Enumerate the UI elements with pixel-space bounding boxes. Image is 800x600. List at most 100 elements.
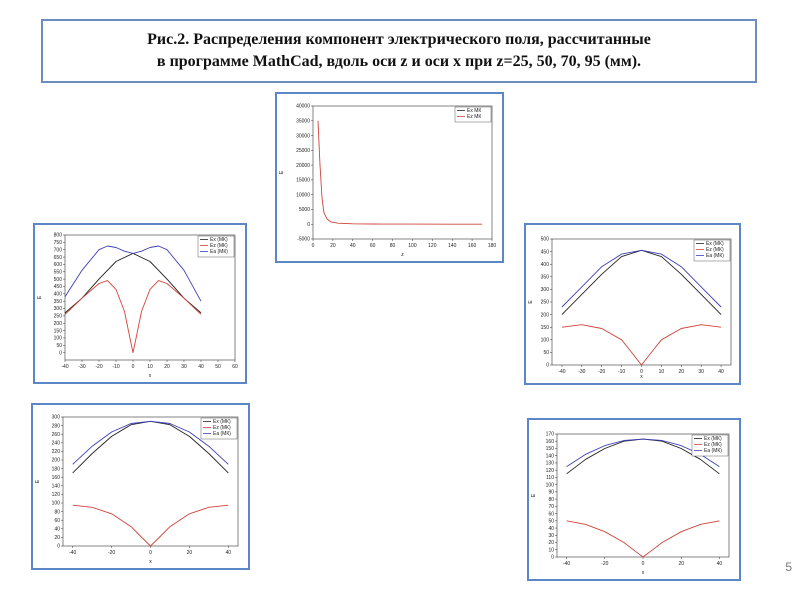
chart-x-z50: -40 -30 -20 -10 0 10 20 30 400501001502002503003… [528, 237, 732, 380]
series-line-red [566, 520, 720, 558]
legend-entry: Ez (МК) [210, 243, 228, 249]
y-tick-label: 20 [54, 535, 60, 541]
y-axis-label: E [531, 493, 537, 497]
x-tick-label: 0 [640, 369, 643, 375]
y-tick-label: 30 [548, 533, 554, 539]
y-tick-label: 800 [54, 233, 63, 239]
x-axis-label: x [149, 559, 152, 565]
y-axis-label: E [279, 170, 285, 174]
x-tick-label: -20 [601, 561, 608, 567]
chart-x-z95: -40 -20 0 20 4001020304050607080901001101201… [531, 432, 730, 576]
x-tick-label: 20 [678, 369, 684, 375]
x-tick-label: 120 [428, 243, 437, 249]
y-tick-label: 20000 [296, 163, 310, 169]
axes: 0 20 40 60 80 100 120 140 160 180-500005000100001… [279, 104, 496, 258]
x-tick-label: -30 [578, 369, 585, 375]
y-tick-label: 500 [541, 237, 550, 243]
y-tick-label: 180 [52, 466, 61, 472]
legend-entry: Ex (МК) [213, 419, 231, 425]
y-tick-label: 260 [52, 432, 61, 438]
y-tick-label: 0 [59, 350, 62, 356]
y-tick-label: 100 [541, 338, 550, 344]
x-tick-label: -20 [95, 364, 102, 370]
chart-x-z25: -40 -30 -20 -10 0 10 20 30 40 50 60050100150200250… [37, 233, 238, 379]
chart-panel-z-axis: 0 20 40 60 80 100 120 140 160 180 -5000 0 5000 10000 1… [275, 92, 504, 263]
x-tick-label: 0 [312, 243, 315, 249]
y-tick-label: 200 [54, 321, 63, 327]
y-tick-label: 350 [54, 299, 63, 305]
legend-entry: Ea (МК) [213, 431, 231, 437]
legend-entry: Ez МК [467, 114, 481, 120]
legend: Ex (МК)Ez (МК)Ea (МК) [693, 239, 731, 262]
y-tick-label: 220 [52, 449, 61, 455]
y-tick-label: 300 [54, 306, 63, 312]
y-tick-label: 90 [548, 490, 554, 496]
x-axis-label: x [642, 570, 645, 576]
y-tick-label: 240 [52, 441, 61, 447]
series-line-blue [72, 420, 229, 465]
x-tick-label: -40 [69, 550, 76, 556]
y-tick-label: 160 [52, 475, 61, 481]
y-tick-label: 300 [52, 415, 61, 421]
y-tick-label: 10000 [296, 192, 310, 198]
legend-entry: Ez (МК) [706, 247, 724, 253]
figure-caption-box: Рис.2. Распределения компонент электриче… [41, 19, 757, 83]
y-tick-label: 200 [52, 458, 61, 464]
y-tick-label: 200 [541, 312, 550, 318]
y-tick-label: 750 [54, 240, 63, 246]
y-tick-label: 0 [57, 544, 60, 550]
x-axis-label: z [401, 252, 404, 258]
x-tick-label: -40 [61, 364, 68, 370]
y-tick-label: 120 [52, 492, 61, 498]
y-tick-label: 350 [541, 275, 550, 281]
y-tick-label: 650 [54, 255, 63, 261]
series-line-red [561, 324, 722, 366]
x-tick-label: -40 [563, 561, 570, 567]
x-tick-label: 40 [225, 550, 231, 556]
x-tick-label: 60 [370, 243, 376, 249]
y-tick-label: 120 [546, 468, 555, 474]
y-tick-label: 400 [541, 262, 550, 268]
x-tick-label: 30 [181, 364, 187, 370]
page-number: 5 [785, 560, 792, 574]
legend-entry: Ez (МК) [704, 442, 722, 448]
y-tick-label: 150 [54, 328, 63, 334]
y-tick-label: 550 [54, 269, 63, 275]
series-line-blue [561, 249, 722, 308]
x-tick-label: 10 [147, 364, 153, 370]
x-tick-label: 40 [198, 364, 204, 370]
x-tick-label: -30 [78, 364, 85, 370]
x-tick-label: 50 [215, 364, 221, 370]
y-tick-label: 60 [548, 511, 554, 517]
y-tick-label: 0 [307, 222, 310, 228]
x-tick-label: 10 [659, 369, 665, 375]
series-line-black [64, 252, 202, 314]
y-tick-label: 140 [52, 484, 61, 490]
x-tick-label: 20 [330, 243, 336, 249]
y-tick-label: 80 [548, 497, 554, 503]
legend-entry: Ex МК [467, 108, 481, 114]
x-tick-label: 60 [232, 364, 238, 370]
caption-line-1: Рис.2. Распределения компонент электриче… [147, 31, 651, 49]
y-axis-label: E [35, 479, 41, 483]
y-tick-label: 100 [52, 501, 61, 507]
y-tick-label: 600 [54, 262, 63, 268]
y-tick-label: 300 [541, 287, 550, 293]
y-tick-label: 80 [54, 509, 60, 515]
legend: Ex (МК)Ez (МК)Ea (МК) [200, 417, 238, 440]
x-tick-label: 40 [350, 243, 356, 249]
legend-entry: Ez (МК) [213, 425, 231, 431]
series-line-blue [64, 245, 202, 302]
caption-line-2: в программе MathCad, вдоль оси z и оси x… [156, 53, 642, 70]
x-tick-label: 0 [149, 550, 152, 556]
legend-entry: Ex (МК) [210, 237, 228, 243]
y-tick-label: 250 [54, 314, 63, 320]
y-tick-label: 450 [541, 249, 550, 255]
y-tick-label: 140 [546, 453, 555, 459]
x-tick-label: -20 [108, 550, 115, 556]
y-tick-label: 15000 [296, 178, 310, 184]
y-tick-label: 700 [54, 247, 63, 253]
x-tick-label: 140 [448, 243, 457, 249]
legend-entry: Ea (МК) [704, 448, 722, 454]
y-tick-label: 450 [54, 284, 63, 290]
